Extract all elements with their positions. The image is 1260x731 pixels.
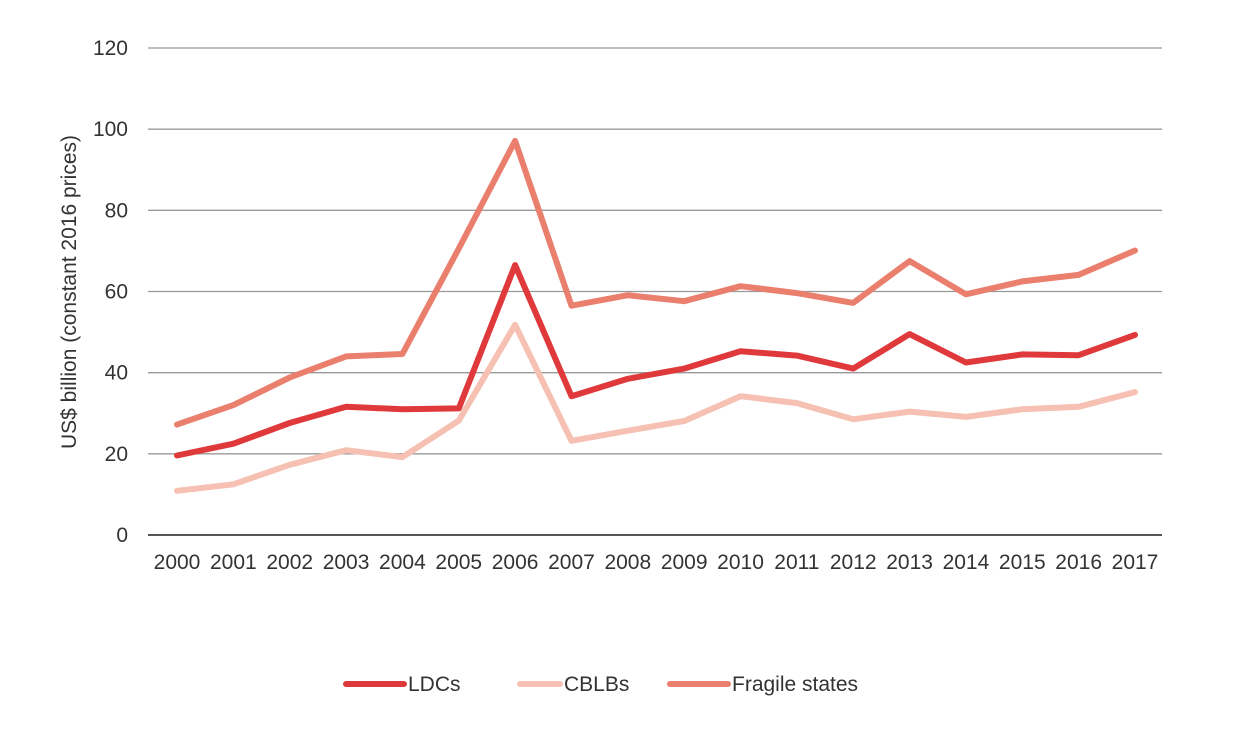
y-tick-label: 60 [105, 281, 128, 304]
series-lines [174, 137, 1138, 494]
legend-label: CBLBs [564, 673, 629, 696]
x-tick-label: 2017 [1112, 551, 1159, 574]
x-tick-label: 2010 [717, 551, 764, 574]
x-tick-label: 2001 [210, 551, 257, 574]
x-tick-label: 2002 [266, 551, 313, 574]
legend: LDCs CBLBs Fragile states [343, 673, 858, 696]
x-tick-label: 2004 [379, 551, 426, 574]
x-tick-label: 2005 [435, 551, 482, 574]
gridlines [148, 47, 1162, 536]
x-tick-label: 2011 [774, 551, 819, 574]
legend-item-fragile-states: Fragile states [667, 673, 858, 696]
x-tick-label: 2008 [604, 551, 651, 574]
legend-item-cblbs: CBLBs [517, 673, 629, 696]
x-tick-label: 2003 [323, 551, 370, 574]
series-line-fragile-states [174, 137, 1138, 428]
x-tick-label: 2016 [1055, 551, 1102, 574]
x-tick-label: 2006 [492, 551, 539, 574]
x-tick-label: 2012 [830, 551, 877, 574]
x-tick-label: 2015 [999, 551, 1046, 574]
y-tick-label: 20 [105, 443, 128, 466]
y-tick-label: 120 [93, 37, 128, 60]
y-tick-label: 100 [93, 118, 128, 141]
y-axis-title: US$ billion (constant 2016 prices) [58, 135, 81, 449]
y-tick-label: 40 [105, 362, 128, 385]
x-tick-label: 2009 [661, 551, 708, 574]
y-axis-ticks: 0 20 40 60 80 100 120 [93, 37, 128, 547]
legend-item-ldcs: LDCs [343, 673, 461, 696]
y-tick-label: 0 [116, 524, 128, 547]
series-line-cblbs [174, 321, 1138, 494]
x-tick-label: 2013 [886, 551, 933, 574]
x-tick-label: 2000 [154, 551, 201, 574]
x-tick-label: 2014 [943, 551, 990, 574]
y-tick-label: 80 [105, 199, 128, 222]
legend-label: Fragile states [732, 673, 858, 696]
legend-label: LDCs [408, 673, 461, 696]
x-tick-label: 2007 [548, 551, 595, 574]
x-axis-ticks: 2000 2001 2002 2003 2004 2005 2006 2007 2008 2009… [154, 551, 1159, 574]
series-line-ldcs [174, 262, 1138, 459]
